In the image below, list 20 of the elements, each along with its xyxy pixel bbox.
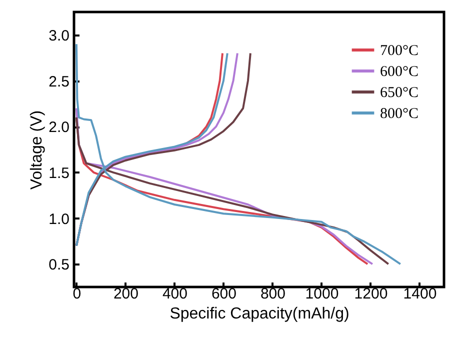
legend-label: 600°C xyxy=(380,64,419,80)
y-tick-label: 1.0 xyxy=(48,210,70,228)
x-axis-title: Specific Capacity(mAh/g) xyxy=(170,306,350,322)
y-tick-label: 0.5 xyxy=(48,256,70,274)
x-tick-label: 1400 xyxy=(403,286,437,302)
legend-label: 650°C xyxy=(380,85,419,101)
x-tick-label: 400 xyxy=(162,286,188,302)
x-tick-label: 200 xyxy=(113,286,138,302)
x-tick-label: 800 xyxy=(260,286,286,302)
legend-label: 700°C xyxy=(380,43,419,59)
y-tick-label: 2.5 xyxy=(48,73,70,90)
x-tick-label: 0 xyxy=(72,286,82,302)
x-tick-label: 1000 xyxy=(305,286,339,302)
y-tick-label: 3.0 xyxy=(48,27,70,44)
x-tick-label: 600 xyxy=(211,286,236,302)
y-axis-title: Voltage (V) xyxy=(28,110,46,190)
x-tick-label: 1200 xyxy=(354,286,388,302)
y-tick-label: 2.0 xyxy=(48,119,70,136)
y-tick-label: 1.5 xyxy=(48,164,70,182)
legend-label: 800°C xyxy=(380,106,419,122)
